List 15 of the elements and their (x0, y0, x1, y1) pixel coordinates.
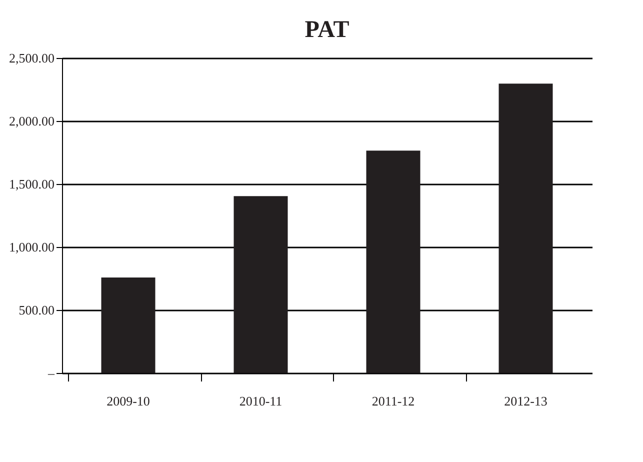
chart-title: PAT (304, 17, 350, 43)
x-tick-label: 2012-13 (504, 394, 548, 408)
y-tick-label: 500.00 (18, 302, 54, 318)
x-tick-label: 2010-11 (239, 394, 282, 408)
bar (498, 84, 553, 373)
x-tick-label: 2009-10 (106, 394, 150, 408)
bar (366, 150, 420, 373)
y-tick-label: 1,000.00 (9, 240, 54, 254)
y-tick-label: 1,500.00 (9, 176, 54, 192)
y-tick-label: 2,000.00 (9, 114, 54, 128)
bar (234, 196, 288, 373)
y-tick-label: 2,500.00 (9, 50, 54, 66)
x-tick-label: 2011-12 (372, 394, 415, 408)
bar (101, 277, 156, 373)
y-tick-label: – (47, 366, 55, 380)
